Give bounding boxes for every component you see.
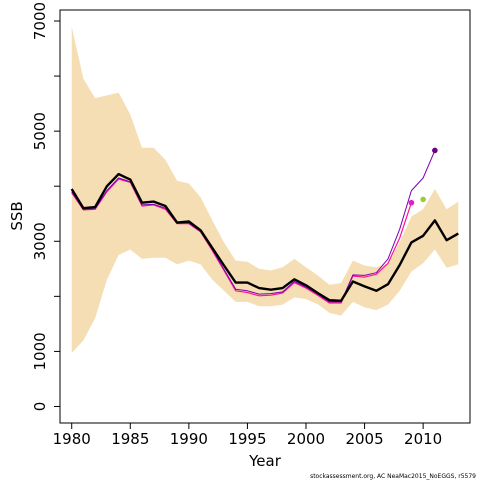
x-axis-title: Year (248, 452, 282, 470)
y-axis: 0 1000 3000 5000 7000 (31, 2, 60, 411)
y-tick-label: 1000 (31, 332, 49, 370)
y-axis-title: SSB (8, 201, 26, 230)
series-estimate-line (70, 172, 459, 302)
series-end-point-3 (432, 147, 438, 154)
y-tick-label: 3000 (31, 222, 49, 260)
x-tick-label: 1995 (228, 430, 266, 448)
y-tick-label: 0 (31, 402, 49, 412)
x-tick-label: 2000 (287, 430, 325, 448)
plot-area (70, 26, 459, 354)
series-end-point-2 (420, 196, 426, 203)
x-tick-label: 1985 (111, 430, 149, 448)
plot-frame (59, 9, 471, 424)
series-retro-1-line (71, 178, 412, 304)
confidence-band (71, 26, 459, 354)
x-tick-label: 2010 (404, 430, 442, 448)
x-tick-label: 2005 (345, 430, 383, 448)
y-tick-label: 7000 (31, 2, 49, 40)
x-tick-label: 1990 (170, 430, 208, 448)
y-tick-label: 5000 (31, 112, 49, 150)
series-end-point-1 (408, 199, 415, 206)
x-axis: 1980 1985 1990 1995 2000 2005 2010 (53, 423, 442, 448)
footnote: stockassessment.org, AC NeaMac2015_NoEGG… (310, 473, 476, 480)
x-tick-label: 1980 (53, 430, 91, 448)
